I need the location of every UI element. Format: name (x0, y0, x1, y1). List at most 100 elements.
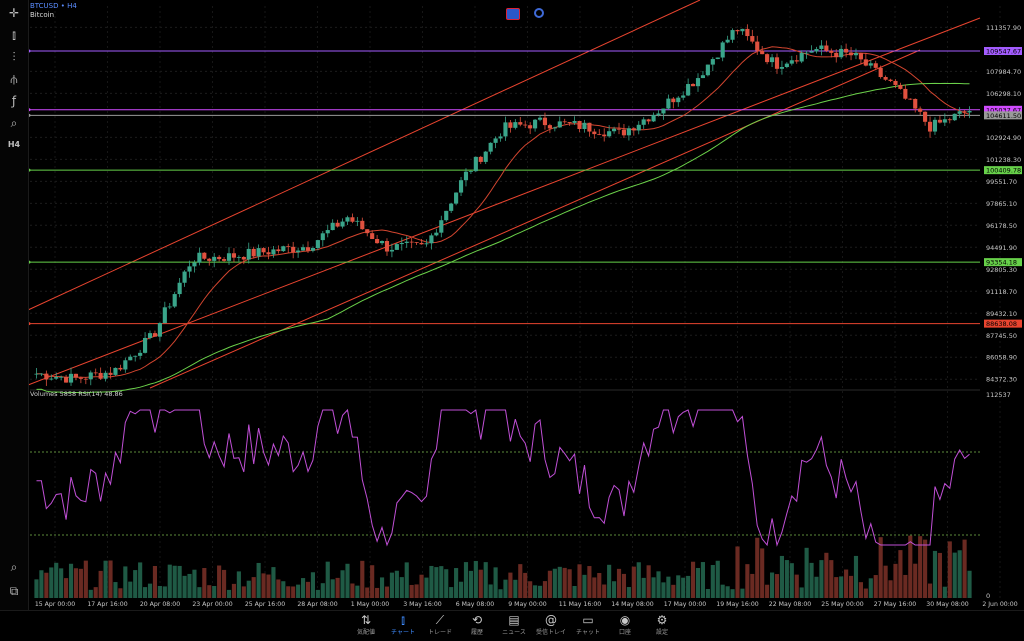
trend-channel-middle[interactable] (27, 17, 981, 386)
volume-bar (39, 570, 44, 598)
candle (631, 128, 636, 131)
candles-icon[interactable]: ⫾ (12, 28, 16, 42)
nav-settings[interactable]: ⚙ 設定 (642, 613, 682, 637)
time-tick-label: 11 May 16:00 (559, 601, 601, 608)
volume-bar (394, 570, 399, 598)
volume-bar (217, 565, 222, 598)
candle (745, 28, 750, 37)
function-icon[interactable]: ƒ (11, 94, 17, 108)
candle (296, 250, 301, 253)
candle (927, 121, 933, 132)
volume-bar (246, 580, 251, 598)
candle (557, 121, 562, 128)
nav-news-icon: ▤ (508, 613, 520, 627)
volume-bar (483, 562, 488, 598)
bars-icon[interactable]: ⫶ (12, 50, 16, 64)
candle (937, 119, 942, 123)
volume-bar (286, 586, 291, 598)
indicators-icon[interactable]: ⫛ (10, 72, 18, 86)
timeframe-button[interactable]: H4 (7, 140, 21, 149)
candle (113, 367, 118, 375)
volume-bar (488, 584, 493, 598)
volume-bar (64, 578, 69, 598)
objects-icon[interactable]: ⌕ (10, 116, 18, 130)
price-tick-label: 101238.30 (986, 156, 1021, 164)
volume-bar (552, 568, 557, 598)
clock-icon[interactable] (534, 8, 544, 18)
ticker[interactable]: BTCUSD (30, 2, 59, 10)
candle (468, 171, 473, 172)
volume-bar (187, 573, 192, 598)
volume-bar (335, 577, 340, 598)
trend-channel-upper[interactable] (27, 0, 701, 311)
volume-tick-label: 0 (986, 592, 990, 600)
nav-news[interactable]: ▤ ニュース (494, 613, 534, 637)
trend-channel-lower[interactable] (149, 49, 921, 389)
volume-bar (646, 565, 651, 598)
time-tick-label: 27 May 16:00 (874, 601, 916, 608)
price-tick-label: 99551.70 (986, 178, 1017, 186)
timeframe[interactable]: H4 (67, 2, 77, 10)
candle (172, 294, 177, 307)
candle (449, 203, 454, 211)
volume-bar (93, 587, 98, 598)
candle (419, 242, 424, 245)
volume-bar (98, 570, 103, 598)
candle (552, 127, 557, 129)
nav-trade[interactable]: ⟋ トレード (420, 613, 460, 637)
candle (789, 60, 794, 64)
volume-bar (231, 583, 237, 598)
volume-bar (419, 574, 424, 598)
candle (661, 108, 666, 114)
candle (384, 241, 390, 252)
candle (291, 246, 296, 253)
volume-bar (350, 583, 355, 598)
search-icon[interactable]: ⌕ (10, 560, 18, 574)
nav-account[interactable]: ◉ 口座 (605, 613, 645, 637)
nav-chat[interactable]: ▭ チャット (568, 613, 608, 637)
volume-bar (498, 589, 503, 598)
volume-bar (508, 572, 513, 598)
candle (834, 52, 839, 58)
candle (162, 307, 167, 324)
volume-bar (952, 552, 957, 598)
crosshair-icon[interactable]: ✛ (8, 6, 20, 20)
nav-history[interactable]: ⟲ 履歴 (457, 613, 497, 637)
volume-bar (167, 564, 172, 598)
volume-bar (700, 562, 706, 598)
candle (103, 372, 108, 379)
volume-bar (177, 565, 182, 598)
time-tick-label: 25 May 00:00 (821, 601, 863, 608)
layout-icon[interactable]: ⧉ (9, 584, 19, 598)
volume-bar (44, 572, 49, 598)
moving-averages (36, 46, 970, 394)
volume-bar (493, 567, 498, 598)
flag-icon[interactable] (506, 8, 520, 20)
candle (34, 373, 39, 375)
volume-bar (612, 581, 617, 598)
nav-inbox[interactable]: @ 受信トレイ (531, 613, 571, 637)
candle (947, 119, 952, 121)
nav-chart[interactable]: ⫾ チャート (383, 613, 423, 637)
level-price-tag (984, 166, 1022, 175)
price-tick-label: 91118.70 (986, 288, 1017, 296)
nav-quotes[interactable]: ⇅ 気配値 (346, 613, 386, 637)
volume-bar (330, 579, 335, 598)
candle (962, 111, 967, 113)
candle (454, 192, 459, 204)
volume-bar (765, 584, 770, 598)
nav-account-icon: ◉ (619, 613, 631, 627)
candle (518, 122, 523, 125)
candle (626, 128, 631, 136)
candle (705, 64, 710, 76)
volume-bar (883, 565, 888, 598)
candle (375, 239, 380, 244)
price-tick-label: 94491.90 (986, 244, 1017, 252)
volume-bar (888, 580, 893, 598)
time-tick-label: 9 May 00:00 (508, 601, 547, 608)
candle (123, 360, 128, 370)
volume-bar (661, 582, 666, 598)
volume-bar (844, 569, 849, 598)
candle (98, 372, 103, 379)
